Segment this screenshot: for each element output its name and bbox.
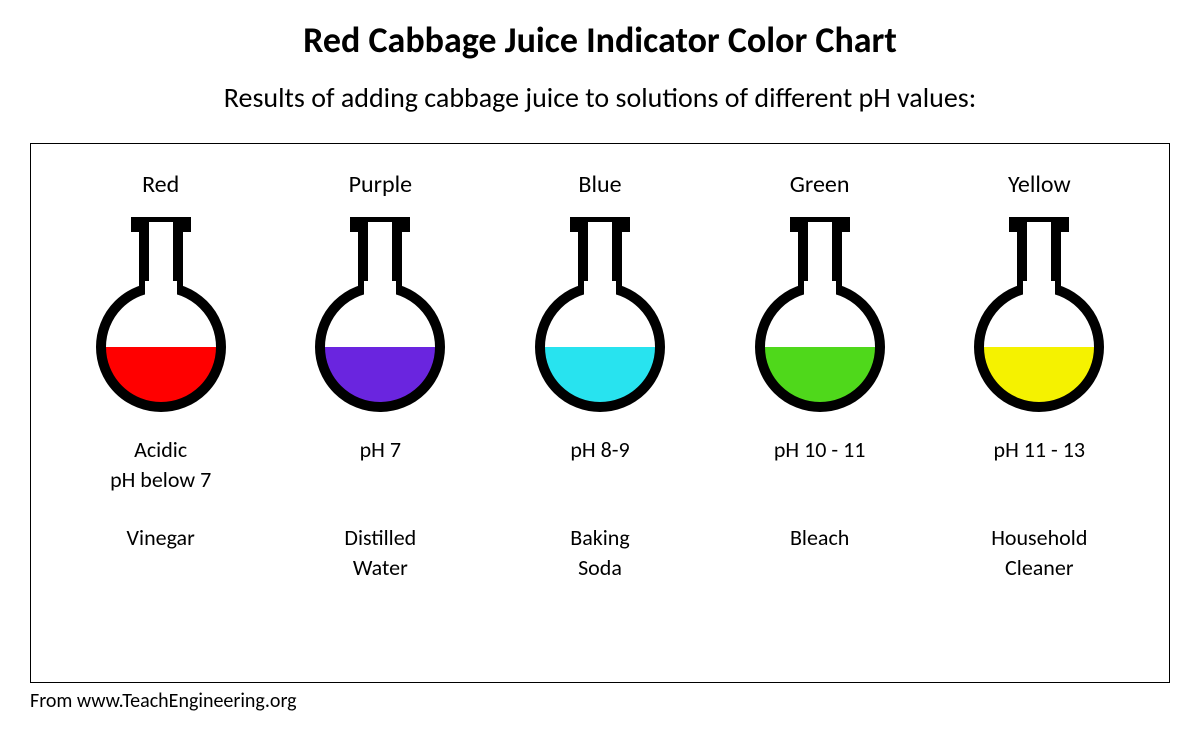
ph-line-2: pH 7 (360, 435, 401, 465)
flask-example-label: Bleach (790, 523, 849, 553)
flask-icon (76, 217, 246, 417)
flask-ph-label: pH 11 - 13 (994, 435, 1086, 505)
source-credit: From www.TeachEngineering.org (30, 689, 1200, 713)
flask-example-label: Baking Soda (570, 523, 629, 582)
flask-example-label: Distilled Water (344, 523, 416, 582)
ph-line-2: pH 10 - 11 (774, 435, 866, 465)
flask-example-label: Vinegar (127, 523, 195, 553)
flask-icon (295, 217, 465, 417)
flask-column: Red Acidic pH below 7 Vinegar (61, 170, 261, 553)
example-line-1: Distilled (344, 523, 416, 553)
chart-title: Red Cabbage Juice Indicator Color Chart (0, 18, 1200, 62)
example-line-1: Vinegar (127, 523, 195, 553)
flask-column: Blue pH 8-9 Baking Soda (500, 170, 700, 582)
ph-line-2: pH 11 - 13 (994, 435, 1086, 465)
flask-color-label: Yellow (1008, 170, 1071, 199)
flask-ph-label: pH 10 - 11 (774, 435, 866, 505)
chart-panel: Red Acidic pH below 7 Vinegar (30, 143, 1170, 683)
flask-icon (954, 217, 1124, 417)
example-line-1: Household (991, 523, 1087, 553)
example-line-1: Bleach (790, 523, 849, 553)
flask-ph-label: Acidic pH below 7 (110, 435, 211, 505)
example-line-2: Soda (570, 553, 629, 583)
ph-line-2: pH 8-9 (570, 435, 629, 465)
flask-column: Green pH 10 - 11 Bleach (720, 170, 920, 553)
chart-subtitle: Results of adding cabbage juice to solut… (0, 80, 1200, 115)
flask-column: Purple pH 7 Distilled Water (280, 170, 480, 582)
example-line-2: Water (344, 553, 416, 583)
flask-ph-label: pH 7 (360, 435, 401, 505)
flask-example-label: Household Cleaner (991, 523, 1087, 582)
ph-line-1: Acidic (110, 435, 211, 465)
flask-color-label: Red (142, 170, 179, 199)
example-line-1: Baking (570, 523, 629, 553)
flask-color-label: Blue (578, 170, 621, 199)
ph-line-2: pH below 7 (110, 465, 211, 495)
flask-icon (735, 217, 905, 417)
chart-page: Red Cabbage Juice Indicator Color Chart … (0, 0, 1200, 743)
flask-color-label: Green (790, 170, 850, 199)
example-line-2: Cleaner (991, 553, 1087, 583)
flask-icon (515, 217, 685, 417)
flask-ph-label: pH 8-9 (570, 435, 629, 505)
flask-color-label: Purple (349, 170, 412, 199)
flask-column: Yellow pH 11 - 13 Household Cleaner (939, 170, 1139, 582)
